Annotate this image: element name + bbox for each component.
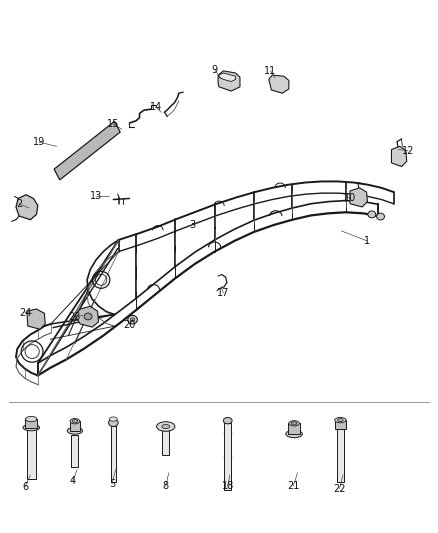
Ellipse shape <box>223 417 232 424</box>
FancyBboxPatch shape <box>288 423 300 434</box>
Ellipse shape <box>25 416 37 422</box>
Text: 1: 1 <box>364 236 371 246</box>
FancyBboxPatch shape <box>70 421 80 431</box>
Text: 9: 9 <box>212 65 218 75</box>
Text: 20: 20 <box>124 320 136 330</box>
Ellipse shape <box>110 417 117 421</box>
Ellipse shape <box>72 419 78 423</box>
Ellipse shape <box>335 417 346 423</box>
Text: 8: 8 <box>162 481 169 491</box>
Text: 5: 5 <box>109 479 115 489</box>
Polygon shape <box>392 147 407 166</box>
FancyBboxPatch shape <box>337 429 344 482</box>
Ellipse shape <box>109 419 118 426</box>
Text: 2: 2 <box>16 199 22 209</box>
Polygon shape <box>219 73 236 82</box>
Ellipse shape <box>162 424 170 429</box>
Polygon shape <box>16 195 38 220</box>
Polygon shape <box>54 122 120 180</box>
Ellipse shape <box>289 421 299 426</box>
Ellipse shape <box>70 418 80 424</box>
Ellipse shape <box>84 313 92 320</box>
FancyBboxPatch shape <box>335 420 346 429</box>
Text: 24: 24 <box>19 308 32 318</box>
Text: 13: 13 <box>90 191 102 201</box>
Text: 23: 23 <box>68 312 80 322</box>
Text: 15: 15 <box>107 119 120 129</box>
Text: 3: 3 <box>190 220 196 230</box>
Ellipse shape <box>156 422 175 431</box>
Text: 22: 22 <box>333 484 346 494</box>
Text: 17: 17 <box>217 288 230 298</box>
Ellipse shape <box>23 424 39 431</box>
FancyBboxPatch shape <box>224 423 231 490</box>
Ellipse shape <box>291 422 297 425</box>
Ellipse shape <box>377 213 385 220</box>
Text: 19: 19 <box>33 137 45 147</box>
Ellipse shape <box>131 318 135 321</box>
Text: 11: 11 <box>265 66 277 76</box>
Ellipse shape <box>286 430 302 438</box>
Text: 12: 12 <box>402 146 414 156</box>
Text: 18: 18 <box>222 481 234 491</box>
FancyBboxPatch shape <box>27 429 35 479</box>
FancyBboxPatch shape <box>162 429 169 455</box>
Text: 6: 6 <box>22 482 28 491</box>
Text: 4: 4 <box>70 477 76 486</box>
Text: 21: 21 <box>287 481 300 491</box>
FancyBboxPatch shape <box>25 419 37 427</box>
Text: 10: 10 <box>344 193 356 204</box>
Ellipse shape <box>128 316 138 324</box>
Ellipse shape <box>338 418 343 422</box>
Polygon shape <box>75 306 99 327</box>
FancyBboxPatch shape <box>71 435 78 467</box>
Polygon shape <box>269 75 289 93</box>
FancyBboxPatch shape <box>110 426 116 482</box>
Polygon shape <box>27 309 45 329</box>
Text: 14: 14 <box>149 102 162 112</box>
Ellipse shape <box>368 211 376 218</box>
Ellipse shape <box>67 427 82 434</box>
Polygon shape <box>218 71 240 91</box>
Polygon shape <box>350 188 367 207</box>
